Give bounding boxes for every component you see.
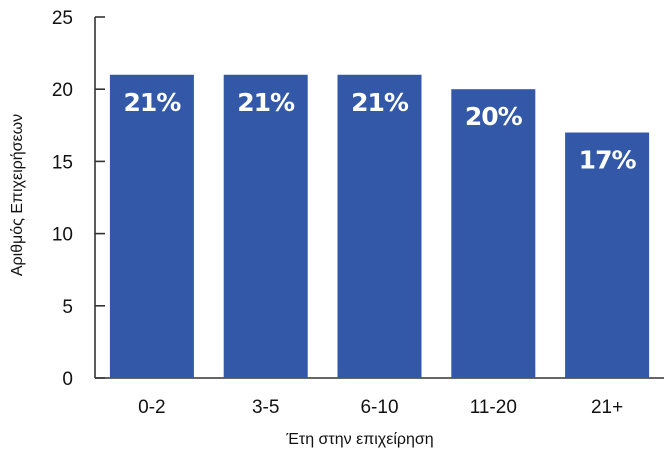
y-tick-label: 0: [62, 369, 73, 390]
y-tick-label: 20: [52, 80, 73, 101]
bar: [109, 74, 194, 378]
y-tick-label: 10: [52, 225, 73, 246]
y-axis-title: Αριθμός Επιχειρήσεων: [9, 114, 26, 276]
bar-data-label: 21%: [123, 88, 181, 117]
bars: [109, 74, 650, 378]
bar: [451, 89, 536, 378]
bar: [565, 132, 650, 378]
x-axis: 0-2 3-5 6-10 11-20 21+: [95, 377, 664, 418]
bar: [223, 74, 308, 378]
bar-data-label: 21%: [351, 88, 409, 117]
x-tick-label: 3-5: [252, 397, 279, 418]
x-axis-title: Έτη στην επιχείρηση: [285, 431, 433, 448]
x-tick-label: 11-20: [470, 397, 517, 418]
bar-data-label: 17%: [579, 146, 637, 175]
bar-data-label: 21%: [237, 88, 295, 117]
x-tick-label: 0-2: [138, 397, 165, 418]
x-tick-label: 6-10: [360, 397, 398, 418]
y-tick-label: 15: [52, 152, 73, 173]
y-tick-label: 25: [52, 8, 73, 29]
y-tick-label: 5: [62, 297, 73, 318]
y-axis: 0 5 10 15 20 25: [52, 8, 105, 390]
bar-data-label: 20%: [465, 102, 523, 131]
x-tick-label: 21+: [591, 397, 623, 418]
bar: [337, 74, 422, 378]
data-labels: 21% 21% 21% 20% 17%: [123, 88, 637, 175]
